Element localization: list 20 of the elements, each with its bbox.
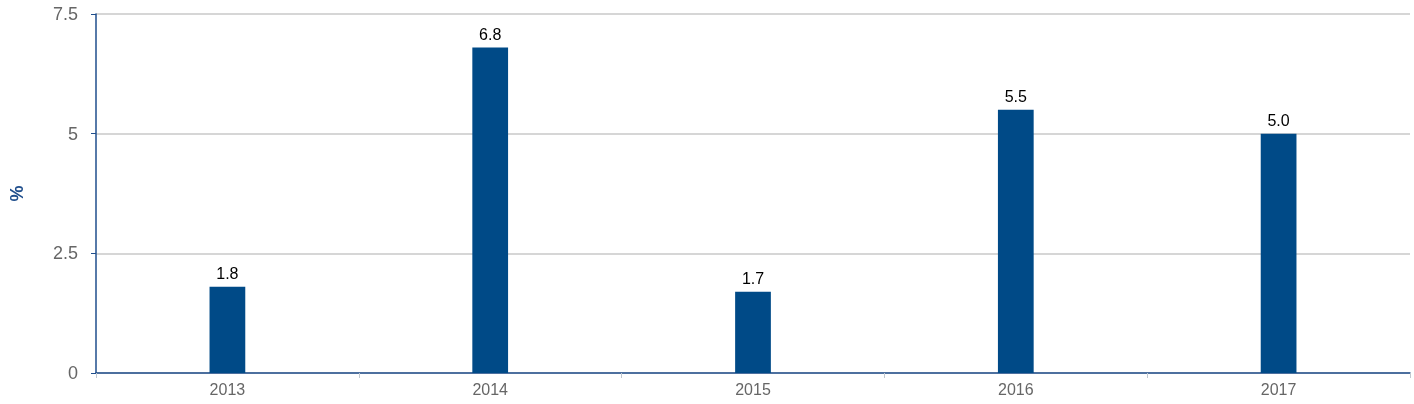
bar	[209, 286, 246, 373]
data-label: 5.0	[1267, 112, 1290, 130]
data-label: 6.8	[479, 26, 502, 44]
data-label: 1.7	[741, 270, 765, 288]
x-tick-label: 2017	[1260, 380, 1297, 398]
bar	[472, 47, 509, 373]
y-tick-label: 7.5	[52, 4, 78, 24]
y-tick-label: 2.5	[52, 243, 78, 264]
data-label: 1.8	[216, 265, 239, 283]
x-tick-label: 2014	[472, 380, 509, 398]
data-label: 5.5	[1004, 88, 1028, 106]
y-tick-label: 5	[67, 123, 78, 144]
y-tick-label: 0	[67, 363, 78, 383]
x-tick-label: 2015	[735, 380, 771, 398]
y-axis-title: %	[7, 185, 27, 202]
bar	[997, 109, 1034, 373]
bar	[1260, 133, 1297, 373]
x-tick-label: 2013	[209, 380, 246, 398]
x-tick-label: 2016	[998, 380, 1034, 398]
bar	[735, 291, 771, 373]
